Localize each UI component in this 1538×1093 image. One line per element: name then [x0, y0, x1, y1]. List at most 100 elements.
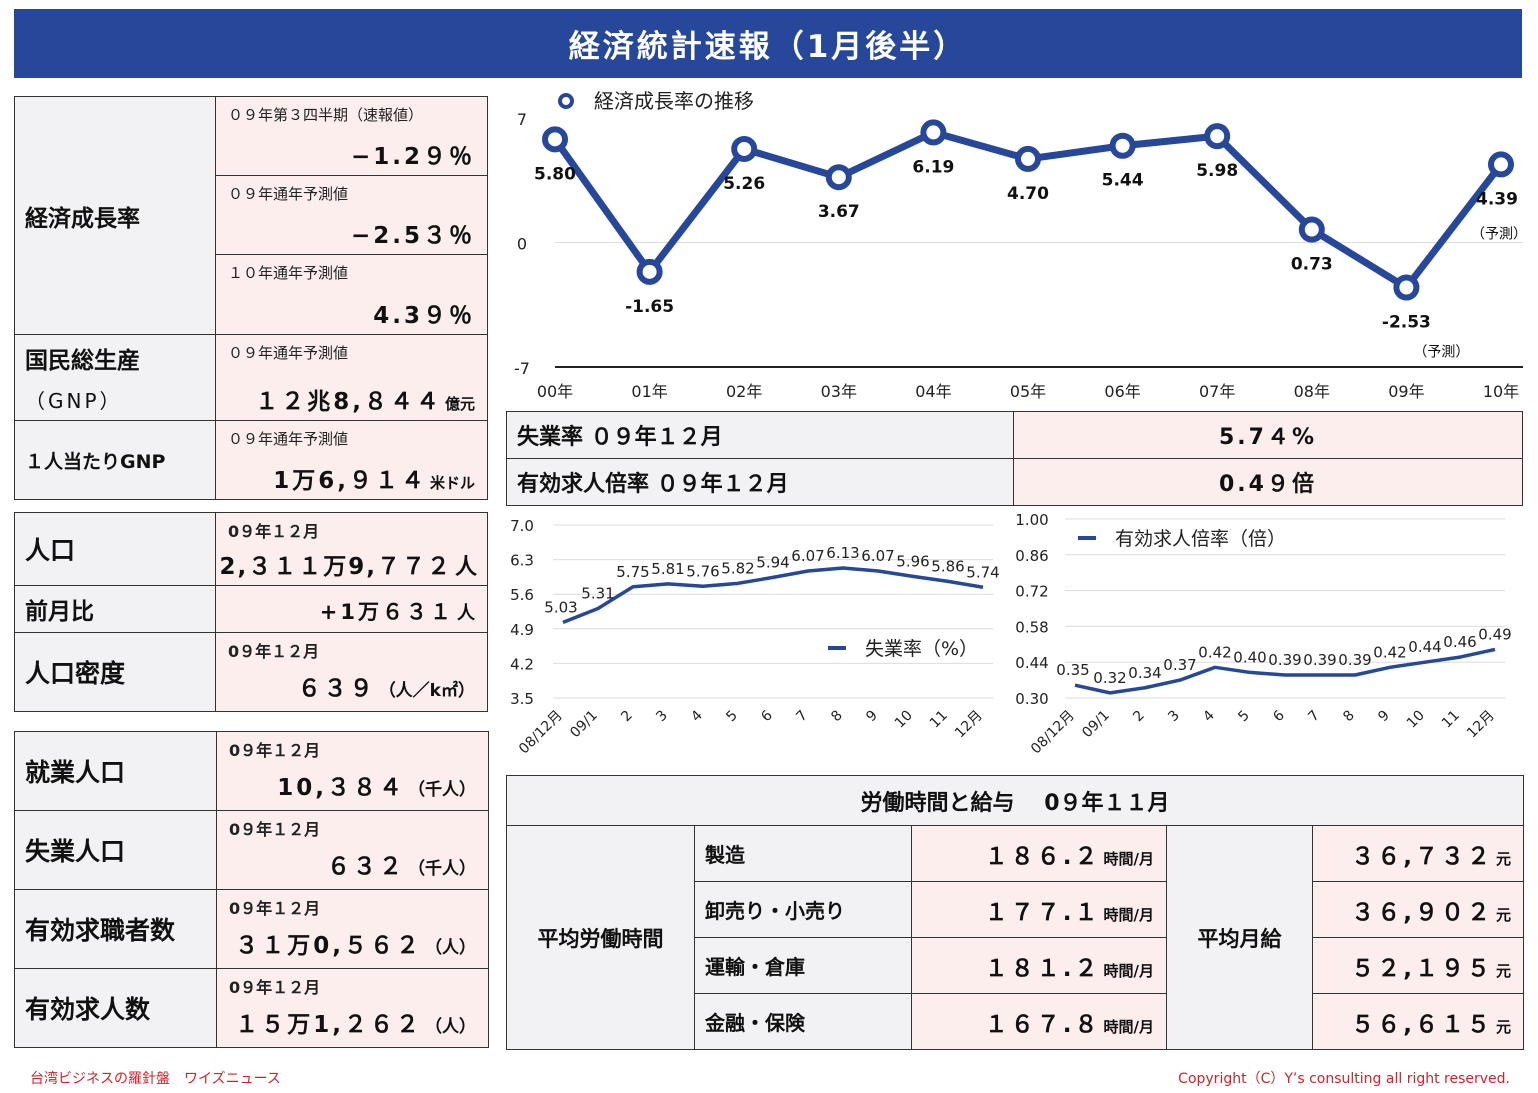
- job-ratio-y-tick: 0.72: [1015, 583, 1048, 601]
- employed-label: 就業人口: [14, 731, 217, 811]
- month-change-cell: +1万６３１ 人: [215, 585, 488, 633]
- unemployed-value-wrap: ６３２ （千人）: [327, 847, 476, 881]
- unemployment-x-tick: 5: [723, 708, 741, 726]
- gnp-per-capita-label: １人当たりGNP: [14, 420, 216, 500]
- growth-cell-1: ０９年第３四半期（速報値） −1.2９％: [215, 96, 488, 176]
- population-label: 人口: [14, 512, 216, 586]
- growth-x-tick: 05年: [1010, 382, 1046, 401]
- month-change-unit: 人: [457, 603, 475, 624]
- footer-copyright: Copyright（C）Y’s consulting all right res…: [1178, 1071, 1510, 1087]
- wage-retail-wrap: ３６,９０２ 元: [1351, 893, 1511, 927]
- job-ratio-x-tick: 08/12月: [1028, 708, 1078, 758]
- hours-manufacturing-cell: １８６.２ 時間/月: [911, 825, 1167, 882]
- growth-x-tick: 02年: [726, 382, 762, 401]
- job-ratio-data-label: 0.35: [1056, 661, 1089, 679]
- growth-point: [636, 258, 663, 285]
- growth-label: 経済成長率: [14, 96, 216, 335]
- job-ratio-data-label: 0.42: [1198, 643, 1231, 661]
- wage-transport-wrap: ５２,１９５ 元: [1351, 949, 1511, 983]
- job-ratio-y-tick: 0.30: [1015, 690, 1048, 708]
- density-cell: 0９年１２月 ６３９ （人／k㎡）: [215, 632, 488, 712]
- growth-data-label: 6.19: [912, 157, 954, 177]
- growth-point: [825, 164, 852, 191]
- wage-manufacturing-cell: ３６,７３２ 元: [1311, 825, 1525, 882]
- growth-annotation-09: （予測）: [1413, 344, 1469, 360]
- job-ratio-label: 有効求人倍率 ０９年１２月: [506, 458, 1014, 506]
- growth-x-tick: 06年: [1104, 382, 1140, 401]
- unemployment-y-tick: 6.3: [510, 552, 534, 570]
- unemployed-value: ６３２: [327, 854, 405, 880]
- unemployment-data-label: 5.94: [756, 553, 789, 571]
- job-seekers-unit: （人）: [425, 938, 476, 958]
- growth-legend-marker: [558, 93, 574, 109]
- growth-sub-1: ０９年第３四半期（速報値）: [228, 106, 424, 124]
- hours-manufacturing: １８６.２: [984, 844, 1101, 870]
- wage-unit-3: 元: [1496, 962, 1512, 980]
- growth-y-tick: -7: [514, 359, 530, 378]
- employed-cell: 0９年１２月 10,３８４ （千人）: [216, 731, 489, 811]
- hours-retail: １７７.１: [984, 900, 1101, 926]
- growth-y-tick: 0: [517, 235, 527, 254]
- job-ratio-x-tick: 11: [1439, 708, 1463, 732]
- unemployment-y-tick: 5.6: [510, 586, 534, 604]
- growth-data-label: -2.53: [1382, 312, 1431, 332]
- wage-finance-wrap: ５６,６１５ 元: [1351, 1005, 1511, 1039]
- month-change-value-wrap: +1万６３１ 人: [320, 596, 475, 626]
- wage-retail-cell: ３６,９０２ 元: [1311, 881, 1525, 938]
- growth-point: [542, 126, 568, 153]
- population-cell: 0９年１２月 2,３１１万9,７７２ 人: [215, 512, 488, 586]
- month-change-label: 前月比: [14, 585, 216, 633]
- job-ratio-data-label: 0.42: [1373, 643, 1406, 661]
- unemployment-data-label: 6.13: [826, 544, 859, 562]
- avg-hours-label: 平均労働時間: [506, 825, 695, 1050]
- gnp-per-capita-value-wrap: 1万6,９１４ 米ドル: [273, 461, 475, 495]
- growth-point: [731, 135, 758, 162]
- job-ratio-x-tick: 12月: [1464, 708, 1498, 742]
- wage-table-title: 労働時間と給与 0９年１１月: [505, 775, 1525, 826]
- growth-data-label: 4.70: [1007, 184, 1049, 204]
- growth-data-label: 4.39: [1476, 189, 1518, 209]
- indicator-table: 失業率 ０９年１２月 5.7４% 有効求人倍率 ０９年１２月 0.4９倍: [506, 411, 1523, 506]
- growth-data-label: 5.98: [1196, 161, 1238, 181]
- job-ratio-x-tick: 6: [1270, 707, 1288, 725]
- growth-data-label: 0.73: [1291, 255, 1333, 275]
- growth-x-tick: 09年: [1388, 382, 1424, 401]
- job-seekers-value-wrap: ３１万0,５６２ （人）: [235, 926, 476, 960]
- growth-data-label: -1.65: [625, 297, 674, 317]
- wage-transport-cell: ５２,１９５ 元: [1311, 937, 1525, 994]
- unemployment-rate-label: 失業率 ０９年１２月: [506, 411, 1014, 459]
- growth-data-label: 5.26: [723, 174, 765, 194]
- growth-value-1: −1.2９％: [350, 144, 475, 170]
- unemployment-x-tick: 3: [653, 708, 671, 726]
- population-sub: 0９年１２月: [228, 522, 320, 541]
- job-ratio-legend-label: 有効求人倍率（倍）: [1115, 528, 1286, 550]
- job-ratio-x-tick: 3: [1165, 708, 1183, 726]
- unemployed-unit: （千人）: [408, 859, 476, 879]
- unemployment-x-tick: 7: [793, 708, 811, 726]
- job-ratio-x-tick: 09/1: [1079, 708, 1113, 742]
- job-ratio-data-label: 0.46: [1443, 633, 1476, 651]
- wage-finance: ５６,６１５: [1351, 1012, 1494, 1038]
- hours-unit-2: 時間/月: [1103, 906, 1154, 924]
- unemployment-data-label: 5.76: [686, 562, 719, 580]
- job-openings-sub: 0９年１２月: [229, 978, 321, 997]
- population-unit: 人: [454, 555, 477, 580]
- hours-finance: １６７.８: [984, 1012, 1101, 1038]
- unemployment-data-label: 5.03: [544, 598, 577, 616]
- unemployment-chart: 7.06.35.64.94.23.55.035.315.75 5.81 5.76 5.…: [510, 517, 1000, 757]
- growth-value-3: 4.3９％: [373, 303, 475, 329]
- unemployment-x-tick: 11: [927, 708, 951, 732]
- unemployed-label: 失業人口: [14, 810, 217, 890]
- job-ratio-y-tick: 0.58: [1015, 618, 1048, 636]
- sector-transport: 運輸・倉庫: [694, 937, 912, 994]
- unemployment-data-label: 5.81: [651, 560, 684, 578]
- job-ratio-x-tick: 5: [1235, 708, 1253, 726]
- unemployment-x-tick: 2: [618, 708, 636, 726]
- unemployment-data-label: 6.07: [861, 547, 894, 565]
- gnp-per-capita-cell: ０９年通年予測値 1万6,９１４ 米ドル: [215, 420, 488, 500]
- gnp-unit: 億元: [444, 395, 475, 413]
- hours-transport: １８１.２: [984, 956, 1101, 982]
- employed-value-wrap: 10,３８４ （千人）: [277, 768, 476, 802]
- job-ratio-x-tick: 2: [1130, 708, 1148, 726]
- job-openings-cell: 0９年１２月 １５万1,２６２ （人）: [216, 968, 489, 1048]
